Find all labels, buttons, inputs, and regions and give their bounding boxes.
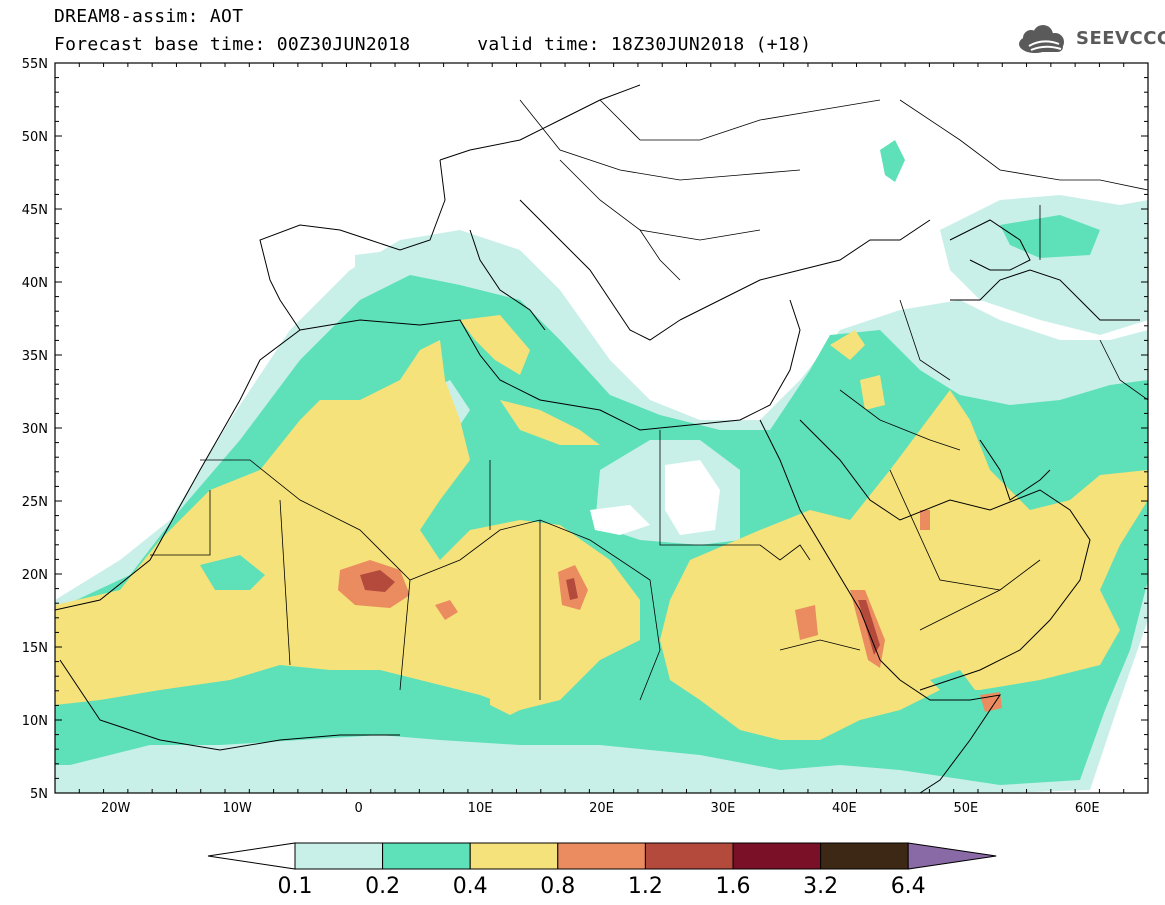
- colorbar-label: 0.8: [540, 874, 575, 899]
- lon-tick-label: 20W: [101, 801, 131, 816]
- lat-tick-label: 15N: [22, 641, 48, 656]
- cloud-logo-icon: [1019, 25, 1064, 53]
- lat-tick-label: 55N: [22, 57, 48, 72]
- aot-low-patch: [665, 460, 720, 535]
- lon-tick-label: 50E: [953, 801, 978, 816]
- axis-ticks: [54, 62, 1149, 794]
- lat-tick-label: 25N: [22, 495, 48, 510]
- colorbar-lower-arrow: [207, 842, 296, 870]
- aot-contour-1.2: [360, 570, 395, 592]
- colorbar-box: [644, 842, 734, 870]
- lon-tick-label: 10W: [222, 801, 252, 816]
- logo-text: SEEVCCC: [1076, 28, 1165, 49]
- colorbar-labels: 0.1 0.2 0.4 0.8 1.2 1.6 3.2 6.4: [278, 874, 926, 899]
- colorbar-label: 0.2: [365, 874, 400, 899]
- aot-contour-0.8: [435, 600, 458, 620]
- aot-contour-0.4: [660, 390, 1148, 740]
- aot-contour-0.4: [860, 375, 885, 410]
- axis-tick-labels: 20W 10W 0 10E 20E 30E 40E 50E 60E 55N 50N 45N 40N 35N…: [22, 57, 1100, 816]
- lon-tick-label: 10E: [468, 801, 493, 816]
- lon-tick-label: 40E: [832, 801, 857, 816]
- aot-contour-0.8: [920, 510, 930, 530]
- colorbar-label: 0.1: [278, 874, 313, 899]
- aot-contour-0.4: [55, 340, 640, 710]
- colorbar-box: [294, 842, 384, 870]
- lat-tick-label: 20N: [22, 568, 48, 583]
- colorbar-label: 1.6: [716, 874, 751, 899]
- lat-tick-label: 30N: [22, 422, 48, 437]
- lon-tick-label: 20E: [589, 801, 614, 816]
- aot-contour-0.4: [500, 400, 600, 445]
- aot-contour-0.8: [795, 605, 818, 640]
- aot-contour-0.2: [1000, 215, 1100, 258]
- lon-tick-label: 60E: [1075, 801, 1100, 816]
- borders: [150, 99, 1148, 701]
- colorbar-boxes: [207, 842, 997, 870]
- lat-tick-label: 35N: [22, 349, 48, 364]
- colorbar-box: [732, 842, 822, 870]
- aot-contour-0.4: [460, 315, 530, 375]
- colorbar-label: 3.2: [803, 874, 838, 899]
- aot-contour-0.1: [355, 248, 460, 300]
- aot-contour-0.2: [880, 140, 905, 182]
- lon-tick-label: 0: [354, 801, 362, 816]
- colorbar-box: [557, 842, 646, 870]
- colorbar-label: 1.2: [628, 874, 663, 899]
- aot-contour-0.2: [200, 555, 265, 590]
- base-time: Forecast base time: 00Z30JUN2018: [54, 34, 411, 55]
- chart-title: DREAM8-assim: AOT: [54, 6, 244, 27]
- lat-tick-label: 10N: [22, 714, 48, 729]
- lat-tick-label: 50N: [22, 130, 48, 145]
- aot-contour-0.2: [930, 670, 975, 700]
- lat-tick-label: 40N: [22, 276, 48, 291]
- aot-low-patch: [590, 505, 650, 535]
- colorbar-label: 0.4: [453, 874, 488, 899]
- lat-tick-label: 5N: [30, 787, 48, 802]
- coastlines: [55, 84, 1140, 793]
- lat-tick-label: 45N: [22, 203, 48, 218]
- aot-contour-1.2: [566, 578, 578, 600]
- lon-tick-label: 30E: [711, 801, 736, 816]
- aot-contour-0.4: [830, 330, 865, 360]
- valid-time: valid time: 18Z30JUN2018 (+18): [477, 34, 812, 55]
- forecast-times: Forecast base time: 00Z30JUN2018 valid t…: [54, 34, 811, 55]
- colorbar-box: [820, 842, 909, 870]
- colorbar-upper-arrow: [907, 842, 997, 870]
- colorbar-box: [382, 842, 471, 870]
- colorbar-box: [469, 842, 559, 870]
- colorbar-label: 6.4: [891, 874, 926, 899]
- aot-contour-0.4: [490, 670, 540, 715]
- aot-field: [55, 140, 1148, 793]
- aot-contour-1.2: [858, 600, 880, 655]
